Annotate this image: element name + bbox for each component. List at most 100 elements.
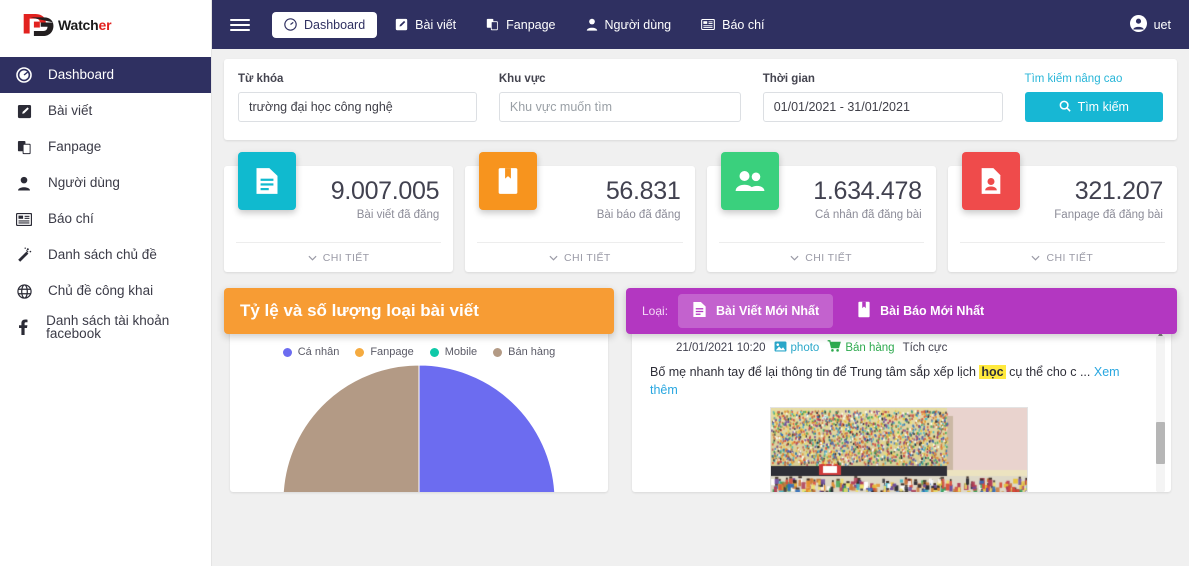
chart-panel-header: Tỷ lệ và số lượng loại bài viết: [224, 288, 614, 334]
post-sentiment: Tích cực: [903, 342, 948, 354]
dg-monogram-logo-icon: [22, 11, 56, 39]
sidebar-item-danh-sach-tai-khoan-facebook[interactable]: Danh sách tài khoản facebook: [0, 309, 211, 345]
sidebar-item-bao-chi[interactable]: Báo chí: [0, 201, 211, 237]
document-lines-icon: [238, 152, 296, 210]
newspaper-icon: [14, 213, 34, 226]
keyword-label: Từ khóa: [238, 73, 477, 85]
dashboard-gauge-icon: [284, 18, 297, 31]
legend-item[interactable]: Cá nhân: [283, 346, 340, 358]
sidebar-item-danh-sach-chu-de[interactable]: Danh sách chủ đề: [0, 237, 211, 273]
search-panel: Từ khóa trường đại học công nghệ Khu vực…: [224, 59, 1177, 140]
bookmark-book-icon: [857, 301, 871, 321]
sidebar-nav: Dashboard Bài viết Fanpage Người dùng: [0, 49, 211, 345]
keyword-field-group: Từ khóa trường đại học công nghệ: [238, 73, 477, 122]
user-icon: [586, 18, 598, 31]
region-input[interactable]: Khu vực muốn tìm: [499, 92, 741, 122]
chart-panel-body: Cá nhân Fanpage Mobile Bán hàng: [230, 328, 608, 492]
tab-bao-chi[interactable]: Báo chí: [689, 12, 776, 38]
tab-nguoi-dung[interactable]: Người dùng: [574, 12, 684, 38]
facebook-icon: [14, 319, 32, 335]
top-nav-items: Dashboard Bài viết Fanpage: [272, 12, 777, 38]
user-icon: [14, 176, 34, 191]
search-button-label: Tìm kiếm: [1078, 100, 1129, 114]
tab-label: Bài Báo Mới Nhất: [880, 304, 984, 318]
sidebar-item-fanpage[interactable]: Fanpage: [0, 129, 211, 165]
legend-color-swatch: [430, 348, 439, 357]
brand-name: Watcher: [58, 17, 111, 33]
sidebar-item-nguoi-dung[interactable]: Người dùng: [0, 165, 211, 201]
date-range-input[interactable]: 01/01/2021 - 31/01/2021: [763, 92, 1003, 122]
legend-color-swatch: [355, 348, 364, 357]
post-media-tag[interactable]: photo: [774, 341, 820, 355]
tab-dashboard[interactable]: Dashboard: [272, 12, 377, 38]
user-circle-icon: [1130, 15, 1147, 35]
sidebar-item-label: Bài viết: [48, 104, 92, 118]
legend-item[interactable]: Mobile: [430, 346, 477, 358]
edit-square-icon: [14, 104, 34, 119]
post-image[interactable]: [770, 407, 1028, 492]
brand-name-red: er: [98, 17, 111, 33]
sidebar: Watcher Dashboard Bài viết Fanpage: [0, 0, 212, 566]
user-name: uet: [1154, 18, 1171, 32]
stat-detail-button[interactable]: CHI TIẾT: [719, 242, 924, 272]
keyword-input[interactable]: trường đại học công nghệ: [238, 92, 477, 122]
search-icon: [1059, 100, 1071, 115]
document-lines-icon: [692, 301, 707, 321]
post-text: Bố mẹ nhanh tay để lại thông tin để Trun…: [650, 364, 1147, 399]
stat-detail-label: CHI TIẾT: [1046, 252, 1093, 264]
stat-caption: Bài báo đã đăng: [465, 209, 680, 221]
tab-label: Fanpage: [506, 18, 555, 32]
sidebar-item-label: Danh sách chủ đề: [48, 248, 157, 262]
legend-color-swatch: [493, 348, 502, 357]
stat-card-bai-bao: 56.831 Bài báo đã đăng CHI TIẾT: [465, 166, 694, 272]
chevron-down-icon: [549, 252, 558, 264]
feed-list: 21/01/2021 10:20 photo: [632, 328, 1171, 492]
chart-panel: Tỷ lệ và số lượng loại bài viết Cá nhân …: [224, 288, 614, 492]
sidebar-item-bai-viet[interactable]: Bài viết: [0, 93, 211, 129]
scrollbar-thumb[interactable]: [1156, 422, 1165, 464]
feed-scrollbar[interactable]: ▲: [1156, 336, 1165, 492]
sidebar-item-label: Danh sách tài khoản facebook: [46, 314, 211, 341]
feed-tabs: Loại: Bài Viết Mới Nhất Bài Báo Mới Nhấ: [642, 294, 998, 328]
sidebar-item-label: Dashboard: [48, 68, 114, 82]
app-root: Watcher Dashboard Bài viết Fanpage: [0, 0, 1189, 566]
chart-panel-title: Tỷ lệ và số lượng loại bài viết: [240, 301, 479, 321]
pie-slice[interactable]: [283, 365, 419, 492]
stat-caption: Fanpage đã đăng bài: [948, 209, 1163, 221]
chevron-down-icon: [790, 252, 799, 264]
stat-card-ca-nhan: 1.634.478 Cá nhân đã đăng bài CHI TIẾT: [707, 166, 936, 272]
brand-logo[interactable]: Watcher: [0, 0, 211, 49]
stat-detail-button[interactable]: CHI TIẾT: [960, 242, 1165, 272]
pie-slice[interactable]: [419, 365, 555, 492]
stat-detail-label: CHI TIẾT: [564, 252, 611, 264]
pie-chart-wrap: [230, 364, 608, 492]
dashboard-gauge-icon: [14, 67, 34, 83]
region-label: Khu vực: [499, 73, 741, 85]
edit-square-icon: [395, 18, 408, 31]
hamburger-menu-icon[interactable]: [230, 19, 250, 31]
tab-bai-bao-moi-nhat[interactable]: Bài Báo Mới Nhất: [843, 294, 998, 328]
stat-detail-button[interactable]: CHI TIẾT: [477, 242, 682, 272]
tab-fanpage[interactable]: Fanpage: [474, 12, 567, 38]
pie-chart[interactable]: [282, 364, 556, 492]
tab-label: Bài Viết Mới Nhất: [716, 304, 819, 318]
user-menu[interactable]: uet: [1130, 0, 1171, 49]
chart-legend: Cá nhân Fanpage Mobile Bán hàng: [230, 342, 608, 364]
sidebar-item-dashboard[interactable]: Dashboard: [0, 57, 211, 93]
tab-bai-viet[interactable]: Bài viết: [383, 12, 468, 38]
legend-label: Mobile: [445, 346, 477, 358]
copy-pages-icon: [14, 140, 34, 155]
search-button[interactable]: Tìm kiếm: [1025, 92, 1163, 122]
sidebar-item-chu-de-cong-khai[interactable]: Chủ đề công khai: [0, 273, 211, 309]
legend-item[interactable]: Fanpage: [355, 346, 413, 358]
time-field-group: Thời gian 01/01/2021 - 31/01/2021: [763, 73, 1003, 122]
list-item: 21/01/2021 10:20 photo: [650, 340, 1147, 492]
sidebar-item-label: Chủ đề công khai: [48, 284, 153, 298]
post-category-tag[interactable]: Bán hàng: [827, 340, 894, 355]
legend-item[interactable]: Bán hàng: [493, 346, 555, 358]
advanced-search-group: Tìm kiếm nâng cao Tìm kiếm: [1025, 73, 1163, 122]
advanced-search-link[interactable]: Tìm kiếm nâng cao: [1025, 73, 1163, 85]
magic-wand-icon: [14, 247, 34, 263]
tab-bai-viet-moi-nhat[interactable]: Bài Viết Mới Nhất: [678, 294, 833, 328]
stat-detail-button[interactable]: CHI TIẾT: [236, 242, 441, 272]
